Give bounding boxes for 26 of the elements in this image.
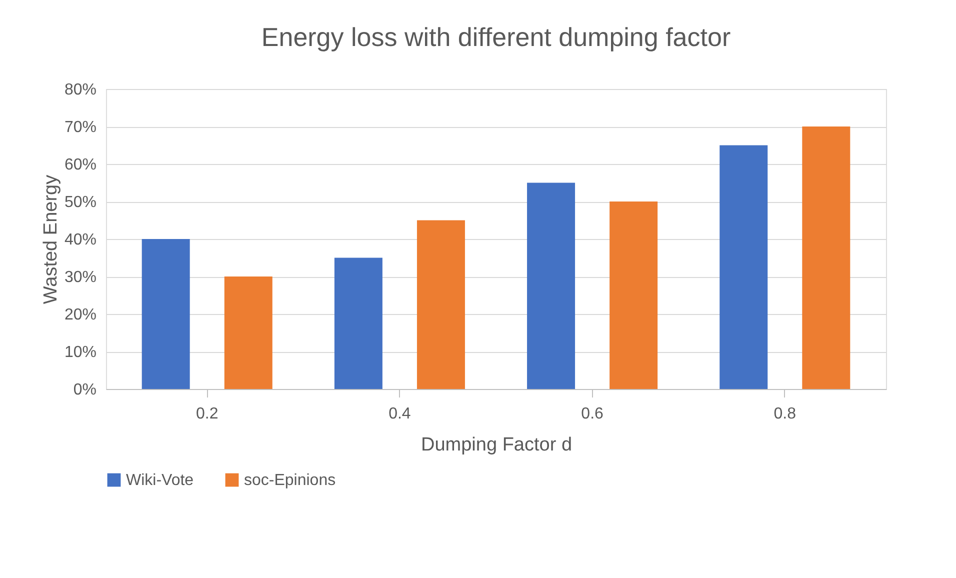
bar xyxy=(527,182,576,389)
bar xyxy=(224,276,272,389)
x-tick-label: 0.2 xyxy=(196,406,218,422)
x-tick-label: 0.6 xyxy=(581,406,604,422)
y-tick-label: 70% xyxy=(64,119,96,136)
bar xyxy=(720,145,768,389)
y-axis-title: Wasted Energy xyxy=(40,174,62,304)
bar xyxy=(802,126,850,389)
y-tick-label: 10% xyxy=(64,344,96,361)
x-axis-title: Dumping Factor d xyxy=(420,434,572,456)
legend-label: soc-Epinions xyxy=(244,472,336,489)
x-tick-label: 0.8 xyxy=(774,406,796,422)
bar xyxy=(334,258,382,389)
y-tick-label: 0% xyxy=(73,382,96,398)
y-tick-label: 50% xyxy=(64,194,96,211)
y-tick-label: 60% xyxy=(64,156,96,174)
legend-label: Wiki-Vote xyxy=(126,472,194,489)
y-tick-label: 20% xyxy=(64,306,96,324)
x-tick-label: 0.4 xyxy=(388,406,411,422)
y-tick-label: 80% xyxy=(64,82,96,98)
bar xyxy=(610,202,658,389)
y-tick-label: 30% xyxy=(64,269,96,286)
chart-title: Energy loss with different dumping factor xyxy=(261,22,731,52)
y-tick-label: 40% xyxy=(64,232,96,248)
bar xyxy=(416,220,465,389)
bar xyxy=(142,239,190,389)
